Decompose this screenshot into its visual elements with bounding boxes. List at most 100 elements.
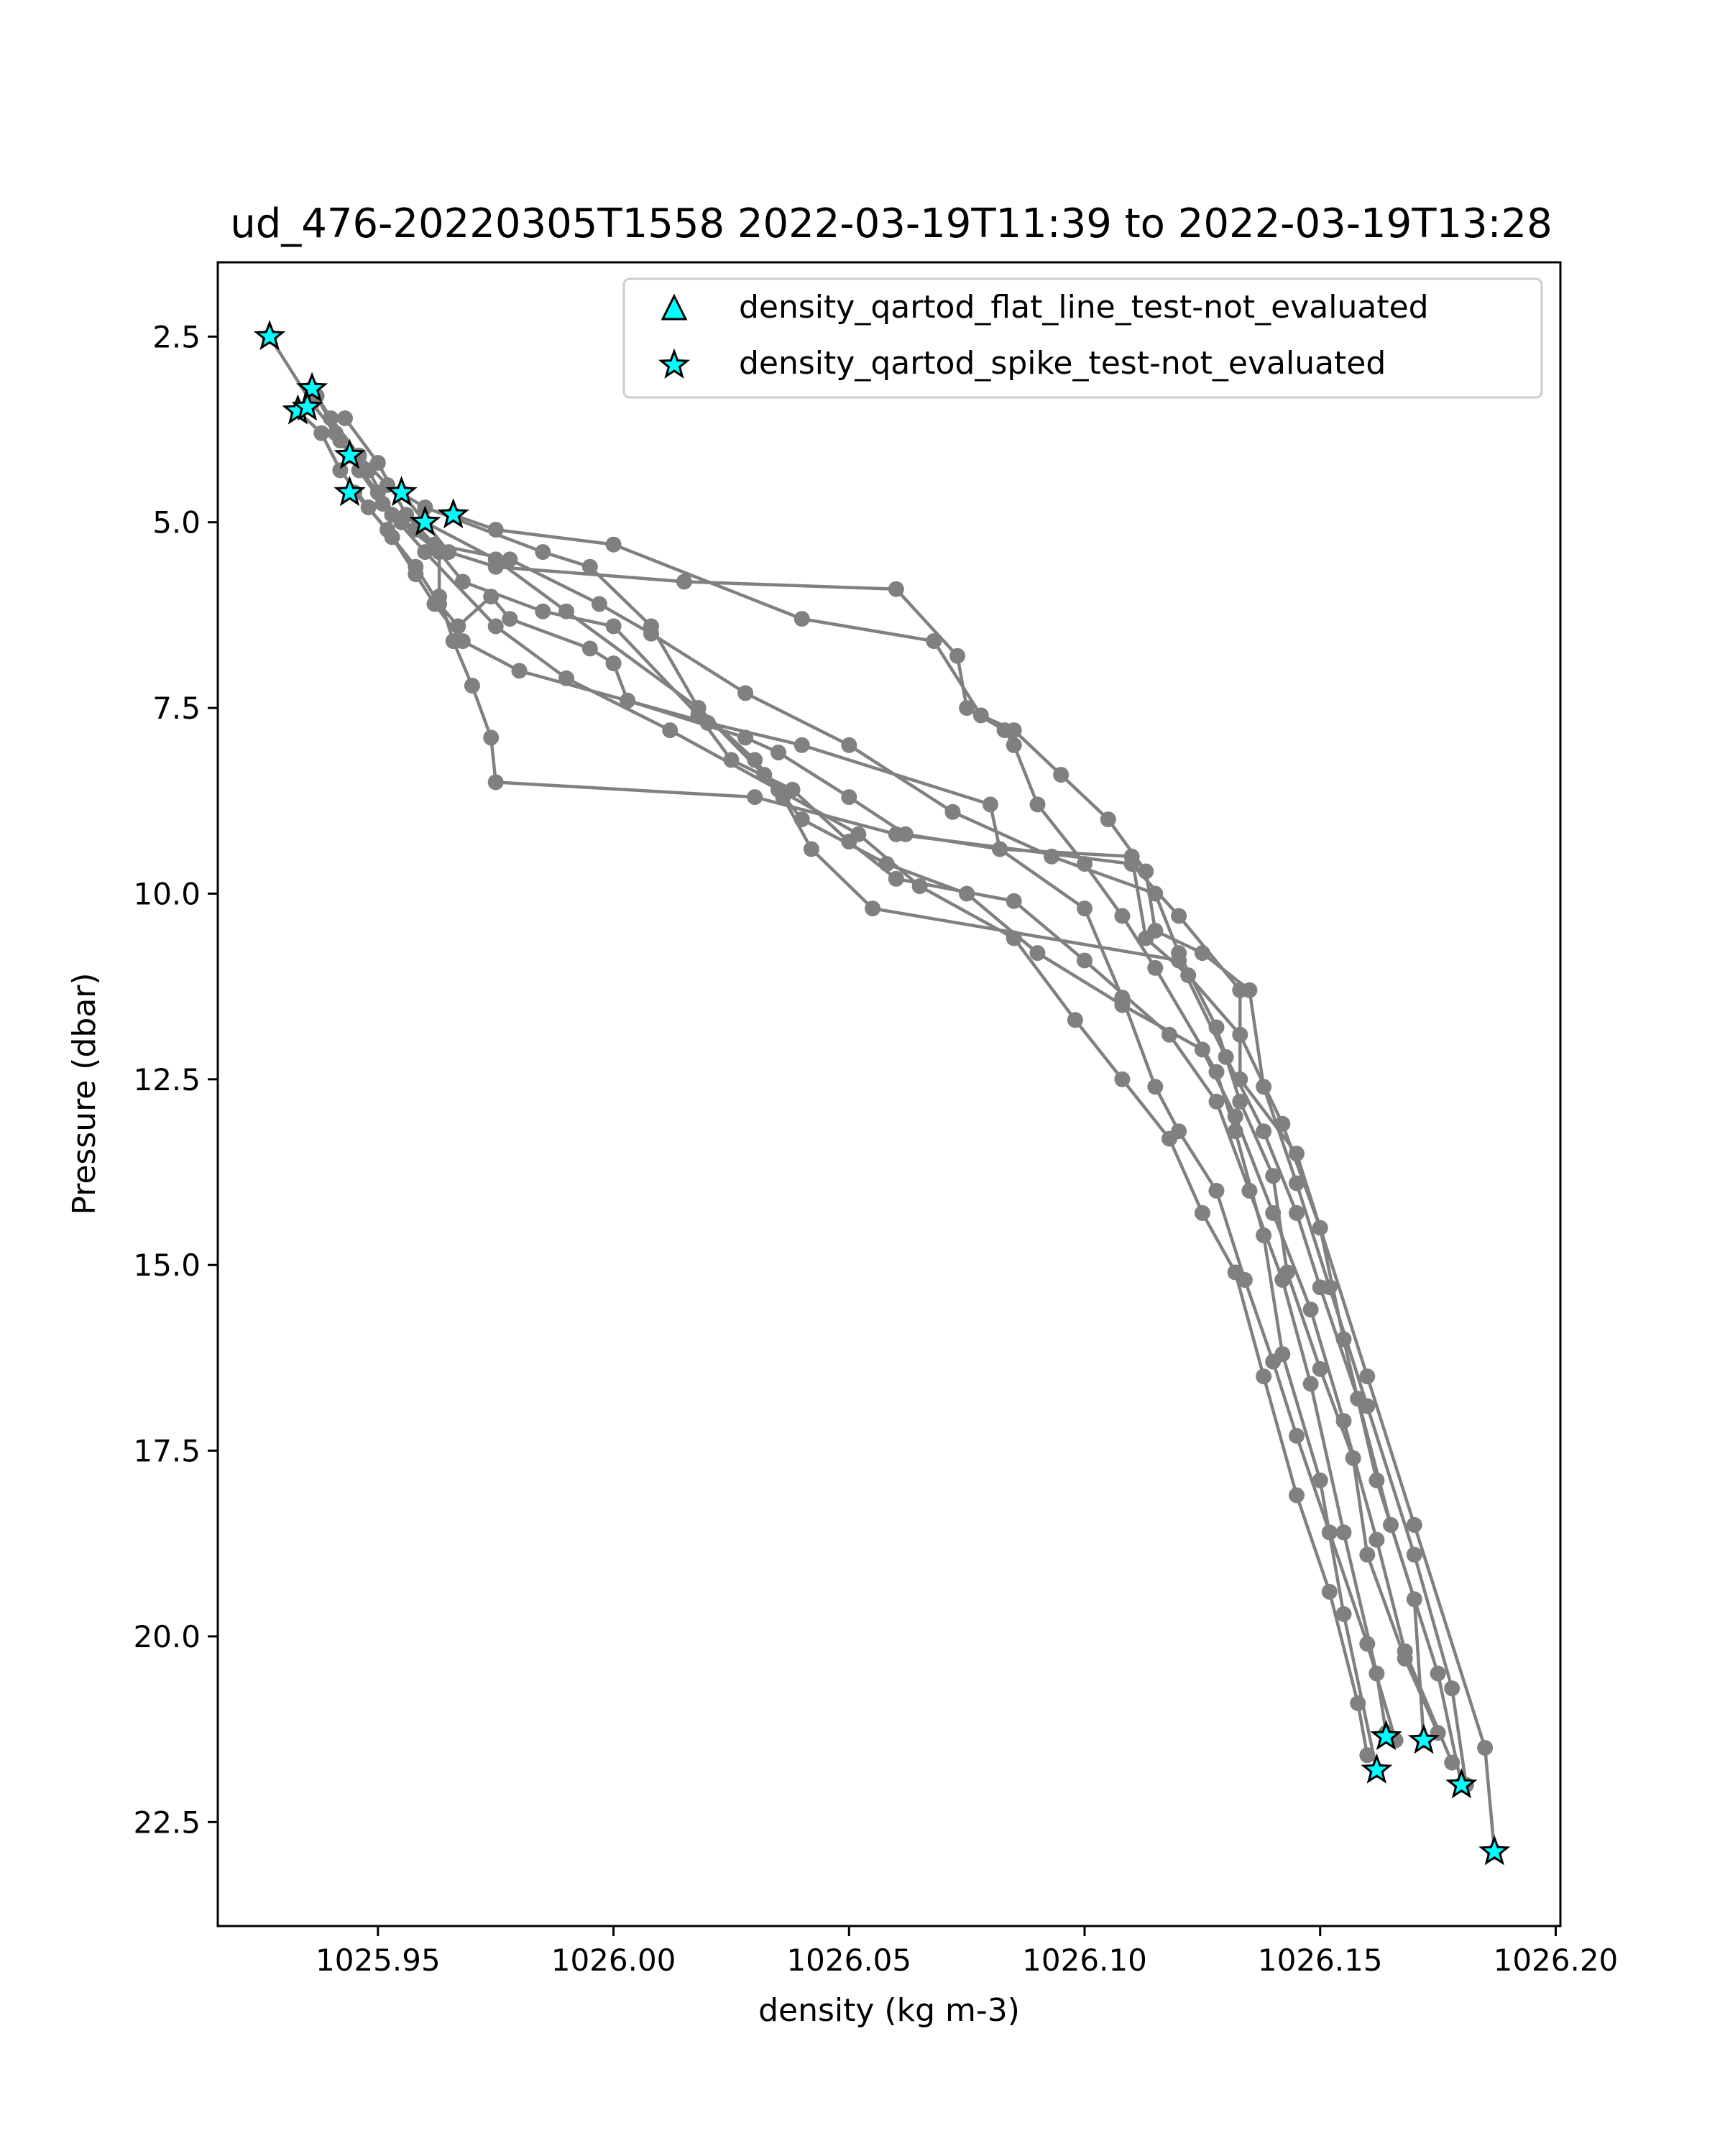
profile-line xyxy=(296,410,1426,1741)
profile-point xyxy=(1302,1302,1319,1318)
profile-point xyxy=(380,522,395,538)
profile-point xyxy=(1265,1168,1282,1184)
profile-point xyxy=(1279,1264,1295,1281)
profile-point xyxy=(1100,811,1116,828)
spike-test-star-marker xyxy=(385,476,418,507)
profile-point xyxy=(1241,982,1258,998)
profile-line xyxy=(344,417,1440,1734)
profile-point xyxy=(313,425,330,441)
profile-point xyxy=(1171,945,1187,962)
legend-triangle-marker xyxy=(661,293,688,321)
profile-point xyxy=(770,745,786,761)
profile-line xyxy=(315,395,1369,1756)
profile-point xyxy=(1114,990,1131,1006)
profile-point xyxy=(662,722,678,739)
x-axis-ticks: 1025.95 1026.00 1026.05 1026.10 1026.15 1026.… xyxy=(316,1926,1618,1978)
profile-point xyxy=(737,685,754,701)
profile-point xyxy=(1406,1591,1422,1608)
profile-point xyxy=(1368,1472,1385,1488)
profile-point xyxy=(1444,1680,1460,1697)
spike-test-star-marker xyxy=(253,320,286,351)
spike-test-star-marker xyxy=(437,498,469,529)
profile-point xyxy=(1114,1071,1131,1087)
profile-point xyxy=(1302,1376,1319,1392)
profile-point xyxy=(794,737,810,753)
profile-series xyxy=(346,484,1404,1749)
profile-point xyxy=(1359,1747,1376,1764)
profile-point xyxy=(1208,1093,1225,1110)
profile-point xyxy=(803,841,819,857)
profile-point xyxy=(1359,1636,1376,1652)
profile-point xyxy=(949,648,965,664)
profile-point xyxy=(926,633,942,650)
profile-point xyxy=(1350,1695,1366,1711)
legend: density_qartod_flat_line_test-not_evalua… xyxy=(622,277,1543,399)
y-tick-label: 17.5 xyxy=(133,1434,201,1469)
profile-point xyxy=(1236,1271,1253,1288)
x-tick-label: 1026.20 xyxy=(1494,1943,1619,1978)
profile-point xyxy=(1227,1108,1243,1125)
series-layer xyxy=(262,328,1503,1860)
profile-point xyxy=(1029,945,1046,962)
profile-point xyxy=(699,714,716,731)
y-tick-label: 12.5 xyxy=(133,1062,201,1097)
profile-point xyxy=(417,544,433,561)
profile-point xyxy=(972,707,989,724)
profile-point xyxy=(408,566,424,583)
profile-point xyxy=(1077,952,1092,969)
profile-point xyxy=(888,581,904,597)
profile-point xyxy=(944,803,961,820)
profile-point xyxy=(1321,1583,1338,1600)
profile-point xyxy=(897,826,914,842)
profile-point xyxy=(1359,1398,1376,1414)
profile-line xyxy=(348,454,1388,1733)
profile-point xyxy=(1147,923,1164,939)
profile-line xyxy=(268,336,1496,1852)
profile-point xyxy=(1194,1041,1210,1058)
profile-point xyxy=(1321,1524,1338,1541)
profile-point xyxy=(1397,1650,1413,1667)
profile-point xyxy=(723,752,740,768)
profile-point xyxy=(1208,1019,1225,1036)
profile-point xyxy=(1147,1079,1164,1095)
y-axis-label: Pressure (dbar) xyxy=(66,972,103,1215)
x-tick-label: 1025.95 xyxy=(316,1943,441,1978)
profile-point xyxy=(464,678,480,694)
profile-point xyxy=(454,633,471,650)
profile-point xyxy=(643,625,659,642)
profile-point xyxy=(1123,848,1140,865)
profile-point xyxy=(794,811,810,828)
spike-test-star-marker xyxy=(1370,1720,1402,1751)
profile-point xyxy=(483,729,500,746)
y-tick-label: 15.0 xyxy=(133,1248,201,1283)
profile-point xyxy=(1289,1427,1305,1444)
chart-title: ud_476-20220305T1558 2022-03-19T11:39 to… xyxy=(230,201,1552,247)
profile-point xyxy=(535,544,551,561)
profile-point xyxy=(865,900,881,917)
profile-point xyxy=(605,618,622,635)
profile-point xyxy=(1321,1279,1338,1296)
profile-point xyxy=(1044,848,1060,865)
profile-point xyxy=(1335,1606,1352,1622)
legend-box xyxy=(622,277,1543,399)
profile-point xyxy=(888,870,904,887)
profile-point xyxy=(1171,908,1187,924)
profile-point xyxy=(487,618,504,635)
x-axis-label: density (kg m-3) xyxy=(758,1992,1020,2029)
profile-point xyxy=(591,596,607,612)
profile-point xyxy=(360,462,377,479)
profile-point xyxy=(535,603,551,619)
y-tick-label: 10.0 xyxy=(133,876,201,911)
profile-point xyxy=(1359,1368,1376,1385)
profile-point xyxy=(1312,1220,1328,1236)
profile-point xyxy=(1256,1123,1272,1140)
profile-point xyxy=(1053,767,1070,783)
legend-label-flat-line: density_qartod_flat_line_test-not_evalua… xyxy=(739,289,1429,326)
profile-point xyxy=(794,611,810,627)
profile-point xyxy=(581,558,598,575)
spike-test-star-marker xyxy=(295,372,328,402)
profile-point xyxy=(1077,900,1092,917)
profile-point xyxy=(605,655,622,672)
profile-point xyxy=(1232,1093,1248,1110)
